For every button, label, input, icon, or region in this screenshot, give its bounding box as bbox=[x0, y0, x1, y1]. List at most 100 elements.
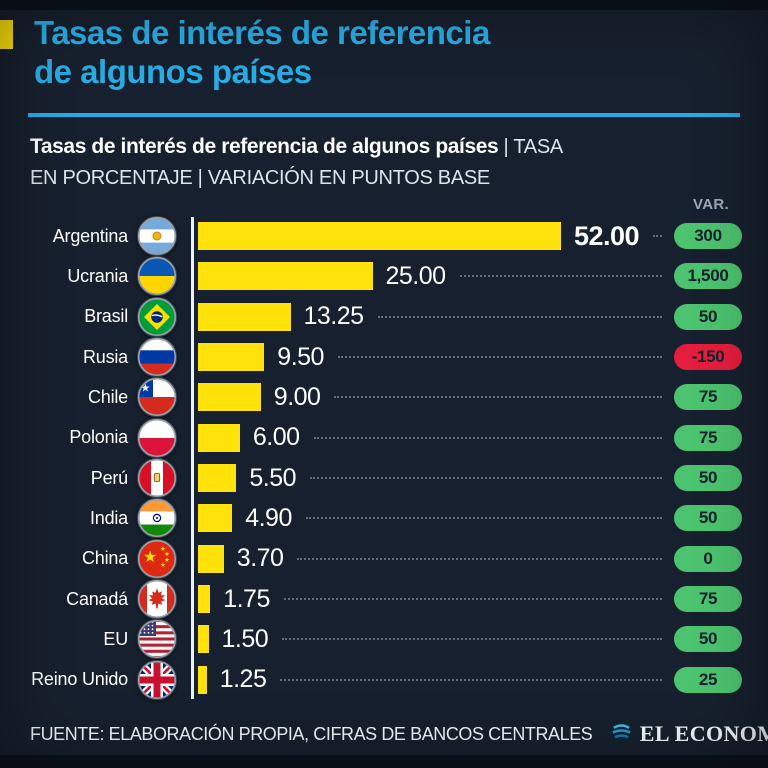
leader-dotted-line bbox=[305, 517, 662, 520]
rate-value: 1.50 bbox=[221, 624, 269, 653]
top-frame-strip bbox=[0, 0, 768, 10]
rate-value: 5.50 bbox=[249, 463, 297, 492]
chart-row: EU 1.50 50 bbox=[0, 619, 768, 660]
rate-bar bbox=[198, 423, 240, 452]
flag-brazil-icon bbox=[137, 296, 177, 337]
variation-badge: 75 bbox=[674, 424, 742, 451]
leader-dotted-line bbox=[337, 356, 662, 359]
rate-bar bbox=[198, 544, 224, 573]
chart-row: China ★ ★ ★ ★ ★ 3.70 0 bbox=[0, 538, 768, 579]
svg-text:★: ★ bbox=[160, 561, 166, 569]
country-label: EU bbox=[103, 628, 128, 649]
rate-bar bbox=[198, 464, 237, 493]
flag-russia-icon bbox=[137, 337, 177, 378]
country-label: Argentina bbox=[52, 225, 128, 246]
leader-dotted-line bbox=[377, 315, 662, 318]
country-label: Brasil bbox=[84, 306, 128, 327]
leader-dotted-line bbox=[280, 678, 662, 681]
rate-value: 9.50 bbox=[277, 342, 324, 371]
row-plot-area: 6.00 75 bbox=[198, 423, 768, 452]
rate-bar bbox=[198, 625, 209, 654]
rate-bar bbox=[198, 302, 291, 331]
flag-china-icon: ★ ★ ★ ★ ★ bbox=[137, 538, 177, 579]
chart-row: Rusia 9.50 -150 bbox=[0, 337, 768, 378]
chart-row: Reino Unido 1.25 25 bbox=[0, 659, 768, 700]
leader-dotted-line bbox=[310, 477, 662, 480]
row-plot-area: 5.50 50 bbox=[198, 464, 768, 493]
rate-bar bbox=[198, 504, 233, 533]
svg-text:★: ★ bbox=[164, 550, 170, 558]
row-plot-area: 4.90 50 bbox=[198, 504, 768, 533]
variation-badge: -150 bbox=[674, 344, 742, 371]
chart-row: Canadá 1.75 75 bbox=[0, 579, 768, 620]
country-label: Chile bbox=[87, 386, 128, 407]
flag-uk-icon bbox=[137, 659, 177, 700]
rate-value: 9.00 bbox=[273, 382, 321, 411]
rate-bar bbox=[198, 343, 265, 372]
rate-value: 3.70 bbox=[236, 544, 284, 573]
flag-ukraine-icon bbox=[137, 256, 177, 297]
rate-bar bbox=[198, 665, 207, 694]
svg-text:★: ★ bbox=[160, 545, 166, 553]
leader-dotted-line bbox=[653, 235, 662, 238]
flag-chile-icon: ★ bbox=[137, 377, 177, 418]
chart-axis-line bbox=[191, 217, 194, 699]
leader-dotted-line bbox=[283, 598, 662, 601]
bottom-frame-strip bbox=[0, 755, 768, 768]
rate-bar bbox=[198, 383, 261, 412]
brand-logo: EL ECONOMISTA bbox=[610, 720, 768, 748]
title-divider-line bbox=[28, 113, 740, 117]
rate-value: 4.90 bbox=[245, 503, 292, 532]
chart-row: Argentina 52.00 300 bbox=[0, 216, 768, 257]
chart-subtitle: Tasas de interés de referencia de alguno… bbox=[30, 131, 746, 194]
title-accent-square bbox=[0, 20, 13, 49]
chart-row: Perú 5.50 50 bbox=[0, 458, 768, 499]
variation-badge: 0 bbox=[674, 545, 742, 572]
row-plot-area: 13.25 50 bbox=[198, 302, 768, 331]
variation-badge: 50 bbox=[674, 303, 742, 330]
chart-row: Brasil 13.25 50 bbox=[0, 296, 768, 337]
flag-usa-icon bbox=[137, 619, 177, 660]
variation-badge: 75 bbox=[674, 586, 742, 613]
svg-text:★: ★ bbox=[141, 383, 151, 395]
rate-value: 1.75 bbox=[223, 584, 270, 613]
row-plot-area: 1.75 75 bbox=[198, 585, 768, 614]
chart-row: Chile ★ 9.00 75 bbox=[0, 377, 768, 418]
rate-bar bbox=[198, 222, 561, 251]
country-label: India bbox=[89, 507, 128, 528]
subtitle-bold: Tasas de interés de referencia de alguno… bbox=[30, 135, 499, 158]
svg-text:★: ★ bbox=[164, 556, 170, 564]
row-plot-area: 1.50 50 bbox=[198, 625, 768, 654]
source-note: FUENTE: ELABORACIÓN PROPIA, CIFRAS DE BA… bbox=[30, 723, 593, 744]
page-title-line2: de algunos países bbox=[34, 53, 312, 90]
chart-row: Polonia 6.00 75 bbox=[0, 417, 768, 458]
svg-text:★: ★ bbox=[143, 549, 157, 566]
variation-badge: 75 bbox=[674, 384, 742, 411]
country-label: Perú bbox=[90, 467, 128, 488]
country-label: Polonia bbox=[69, 427, 128, 448]
rate-value: 25.00 bbox=[385, 261, 447, 290]
rate-value: 6.00 bbox=[252, 423, 300, 452]
rate-value: 1.25 bbox=[219, 665, 267, 694]
rate-value: 52.00 bbox=[574, 220, 640, 251]
rate-value: 13.25 bbox=[303, 302, 365, 331]
variation-badge: 50 bbox=[674, 465, 742, 492]
flag-peru-icon bbox=[137, 458, 177, 499]
country-label: China bbox=[81, 548, 128, 569]
country-label: Rusia bbox=[82, 346, 128, 367]
flag-argentina-icon bbox=[137, 216, 177, 257]
subtitle-tag1: | TASA bbox=[498, 136, 564, 158]
rate-bar bbox=[198, 262, 373, 291]
footer: FUENTE: ELABORACIÓN PROPIA, CIFRAS DE BA… bbox=[30, 717, 768, 751]
leader-dotted-line bbox=[297, 557, 662, 560]
page-title-line1: Tasas de interés de referencia bbox=[34, 14, 490, 51]
country-label: Ucrania bbox=[67, 265, 128, 286]
row-plot-area: 1.25 25 bbox=[198, 665, 768, 694]
row-plot-area: 52.00 300 bbox=[198, 221, 768, 252]
page-title: Tasas de interés de referencia de alguno… bbox=[34, 13, 490, 91]
leader-dotted-line bbox=[334, 396, 662, 399]
row-plot-area: 3.70 0 bbox=[198, 544, 768, 573]
variation-badge: 1,500 bbox=[674, 263, 742, 290]
var-column-header: VAR. bbox=[693, 196, 729, 213]
row-plot-area: 9.50 -150 bbox=[198, 343, 768, 372]
